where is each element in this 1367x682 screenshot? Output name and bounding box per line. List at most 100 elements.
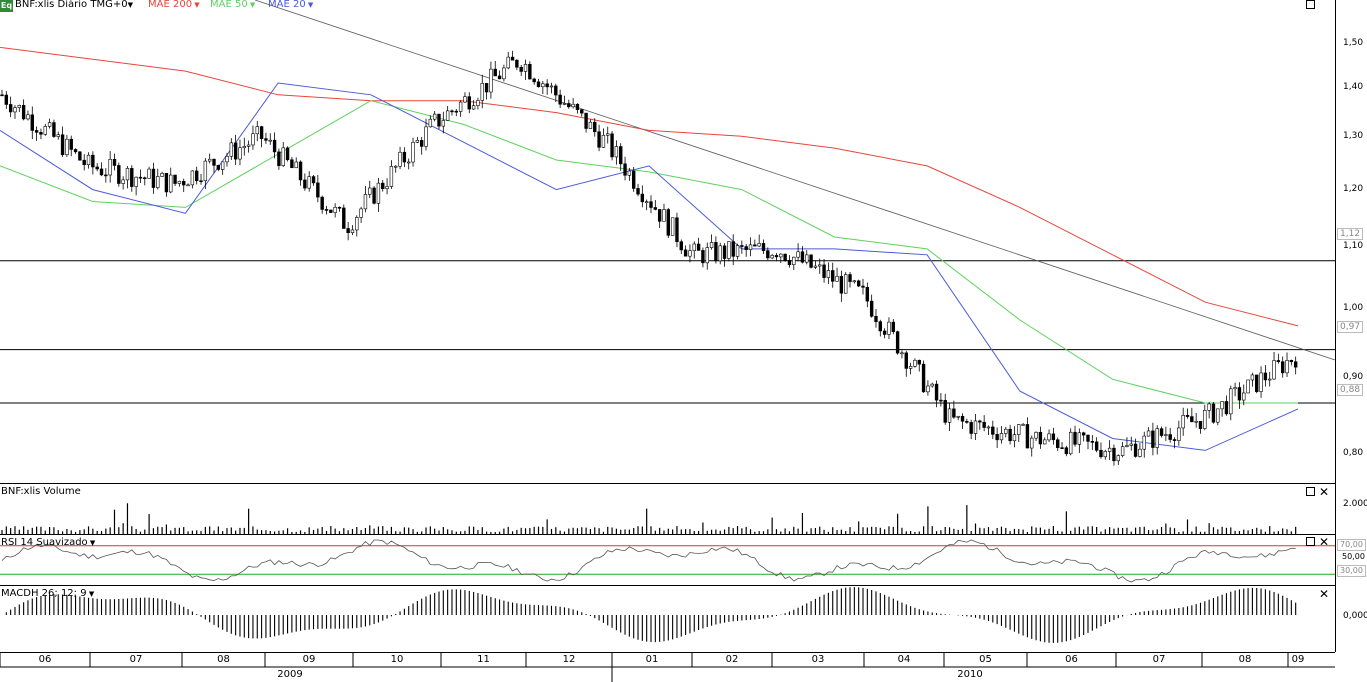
month-label: 06 [38,654,52,665]
candle-up [541,83,545,88]
candle-down [874,315,878,322]
candle-up [424,126,428,147]
candle-up [350,229,355,233]
candle-up [588,121,593,129]
candle-down [372,187,376,204]
candle-up [606,133,610,136]
candle-up [156,176,160,188]
candle-down [666,209,671,236]
rsi-title[interactable]: RSI 14 Suavizado ▼ [1,537,96,548]
candle-down [298,161,303,181]
candle-down [419,140,424,147]
candle-down [895,331,900,354]
ma-line [0,46,1299,327]
candle-up [1103,451,1108,458]
candle-up [1259,372,1263,392]
candle-up [47,122,52,127]
candle-down [4,94,9,105]
candle-down [943,400,947,423]
candle-down [952,408,956,418]
candle-down [939,399,943,402]
maximize-icon[interactable] [1306,487,1315,496]
candle-up [986,426,991,429]
candle-down [657,209,662,222]
candle-down [303,179,307,189]
macd-panel [0,586,1335,653]
candle-up [523,64,528,72]
candle-up [792,256,796,265]
candle-down [740,245,744,247]
macd-title[interactable]: MACDH 26; 12; 9 ▼ [1,588,95,599]
candle-up [900,352,904,355]
close-icon[interactable]: ✕ [1319,587,1330,601]
candle-up [926,385,930,393]
candle-up [644,201,649,203]
candle-down [324,209,329,211]
candle-up [294,161,298,169]
close-icon[interactable]: ✕ [1319,535,1330,549]
candle-down [1056,439,1060,448]
candle-up [688,250,692,257]
candle-up [1017,424,1021,435]
candle-up [1177,427,1181,441]
candle-down [450,110,454,113]
candle-up [1030,437,1034,449]
price-tick: 1,10 [1343,241,1364,251]
candle-down [484,83,489,93]
candle-up [796,251,800,258]
candle-down [164,173,169,193]
candle-down [623,163,627,176]
candle-down [1168,434,1172,440]
candle-down [809,254,813,268]
candle-down [130,168,134,187]
macd-tick: 0,000 [1343,611,1367,621]
price-tick: 1,40 [1343,82,1364,92]
mae20-label[interactable]: MAE 20 ▼ [268,0,314,10]
candle-up [1164,434,1168,436]
candle-up [1250,374,1255,381]
candle-down [320,196,324,210]
candle-up [1107,447,1112,452]
candle-down [151,168,156,188]
candle-up [480,83,484,101]
close-icon[interactable]: ✕ [1319,485,1330,499]
volume-tick: 2.000 [1343,499,1367,509]
candle-up [489,68,493,93]
candle-down [437,113,441,127]
level-tag-1: 1,12 [1337,228,1364,240]
candle-up [908,365,913,369]
candle-up [1125,445,1129,447]
candle-down [683,249,688,257]
candle-up [125,168,130,181]
candle-down [1025,424,1030,449]
candle-down [831,270,835,282]
candle-up [134,176,138,187]
candle-down [233,142,238,160]
maximize-icon[interactable] [1306,0,1315,9]
candle-down [1051,433,1056,441]
candle-down [995,434,999,441]
mae200-label[interactable]: MAE 200 ▼ [148,0,200,10]
candle-up [246,144,251,147]
candle-up [1068,431,1073,455]
candle-down [337,206,342,209]
candle-up [368,187,372,195]
maximize-icon[interactable] [1306,537,1315,546]
candle-down [1276,360,1281,362]
volume-title[interactable]: BNF:xlis Volume [1,486,81,497]
candle-down [143,177,147,180]
mae50-label[interactable]: MAE 50 ▼ [210,0,256,10]
candle-up [177,180,182,184]
candle-down [99,168,104,176]
candle-down [753,244,757,247]
price-tick: 1,30 [1343,131,1364,141]
series-label[interactable]: BNF:xlis Diário TMG+0▼ [15,0,133,10]
month-label: 05 [979,654,992,665]
candle-up [86,154,91,165]
price-tick: 0,90 [1343,372,1364,382]
candle-down [822,264,826,278]
candle-down [510,56,515,61]
candle-down [1081,432,1086,436]
candle-up [398,151,402,167]
candle-down [264,138,268,141]
